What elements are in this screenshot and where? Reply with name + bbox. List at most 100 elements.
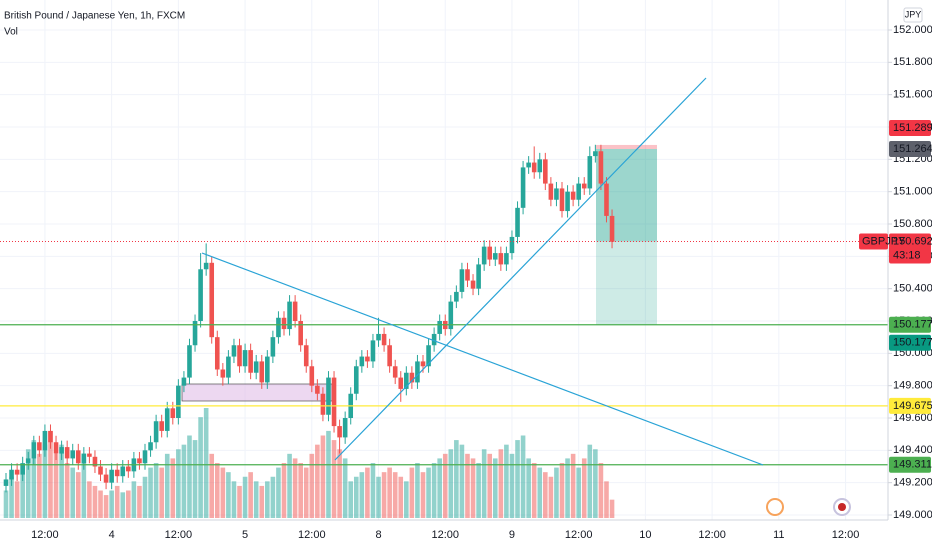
volume-bar: [276, 467, 281, 518]
volume-bar: [14, 481, 20, 518]
volume-bar: [492, 458, 498, 518]
volume-bar: [259, 485, 265, 518]
candle-body: [454, 291, 459, 302]
candle-body: [559, 188, 565, 212]
volume-bar: [465, 453, 470, 518]
candle-body: [98, 466, 103, 475]
candle-body: [64, 447, 70, 459]
volume: [3, 408, 615, 518]
y-tick-label: 152.000: [893, 24, 932, 36]
candle-body: [365, 356, 370, 362]
event-icon[interactable]: [766, 498, 784, 516]
price-badge: [889, 233, 931, 264]
candle-body: [242, 350, 248, 367]
volume-bar: [292, 458, 298, 518]
x-tick-label: 12:00: [832, 529, 860, 541]
volume-label: Vol: [4, 27, 18, 38]
candle-body: [537, 159, 543, 173]
candle-body: [465, 269, 470, 281]
volume-bar: [181, 444, 187, 518]
currency[interactable]: JPY: [905, 9, 922, 19]
candle-body: [170, 408, 176, 418]
volume-bar: [370, 463, 376, 518]
candle-body: [359, 356, 365, 367]
price-badge: [889, 316, 931, 333]
price-badge-value: 149.675: [893, 400, 932, 412]
volume-bar: [192, 440, 198, 518]
candle-body: [137, 458, 142, 464]
volume-bar: [570, 453, 576, 518]
y-tick-label: 149.600: [893, 412, 932, 424]
candle-body: [298, 321, 303, 346]
volume-bar: [59, 444, 64, 518]
candle-body: [593, 151, 598, 157]
volume-bar: [320, 435, 326, 518]
price-badge: [889, 140, 931, 157]
candle-body: [214, 337, 220, 370]
candle-body: [476, 264, 481, 289]
volume-bar: [415, 463, 420, 518]
trend-line: [334, 77, 707, 461]
volume-bar: [331, 440, 337, 518]
volume-bar: [198, 417, 203, 518]
volume-bar: [559, 463, 565, 518]
candle-body: [326, 377, 331, 415]
candle-body: [315, 385, 320, 394]
event-icons: [766, 498, 851, 516]
grid: [0, 0, 888, 520]
candle-body: [20, 463, 25, 475]
y-tick-label: 151.000: [893, 186, 932, 198]
volume-bar: [442, 453, 448, 518]
price-badge-value: 149.311: [893, 459, 932, 471]
volume-bar: [37, 453, 42, 518]
candle-body: [498, 253, 504, 265]
candles: [3, 144, 615, 493]
volume-bar: [103, 495, 109, 518]
candle-body: [92, 456, 98, 467]
volume-bar: [309, 453, 315, 518]
candle-body: [459, 269, 465, 292]
y-tick-label: 151.800: [893, 56, 932, 68]
volume-bar: [359, 472, 365, 518]
candle-body: [176, 385, 181, 418]
candle-body: [370, 340, 376, 362]
volume-bar: [470, 458, 476, 518]
chart-title: British Pound / Japanese Yen, 1h, FXCM: [4, 11, 185, 22]
candle-body: [164, 408, 170, 431]
volume-bar: [431, 463, 437, 518]
candle-body: [387, 345, 392, 367]
price-badge: [889, 397, 931, 414]
candle-body: [126, 466, 131, 472]
volume-bar: [142, 476, 148, 518]
candle-body: [448, 301, 454, 330]
volume-bar: [64, 463, 70, 518]
symbol-badge: [859, 233, 888, 250]
currency-button[interactable]: [903, 7, 923, 23]
candle-body: [331, 377, 337, 427]
candle-body: [59, 447, 64, 454]
price-badge-value: 150.692: [893, 235, 932, 247]
volume-bar: [137, 485, 142, 518]
candle-body: [287, 301, 292, 330]
candle-body: [265, 356, 270, 383]
volume-bar: [526, 458, 531, 518]
candle-body: [337, 426, 342, 438]
candle-body: [192, 321, 198, 346]
candle-body: [570, 191, 576, 200]
volume-bar: [87, 481, 92, 518]
volume-bar: [131, 481, 137, 518]
volume-bar: [593, 449, 598, 518]
volume-bar: [265, 481, 270, 518]
x-tick-label: 4: [109, 529, 115, 541]
candle-body: [415, 361, 420, 383]
volume-bar: [187, 435, 192, 518]
candle-body: [109, 469, 114, 483]
candle-body: [398, 377, 404, 389]
drawings: [181, 383, 333, 402]
candle-body: [81, 453, 87, 464]
volume-bar: [153, 463, 159, 518]
candle-body: [420, 361, 426, 367]
y-tick-label: 149.200: [893, 477, 932, 489]
volume-bar: [587, 444, 593, 518]
candle-body: [259, 361, 265, 383]
